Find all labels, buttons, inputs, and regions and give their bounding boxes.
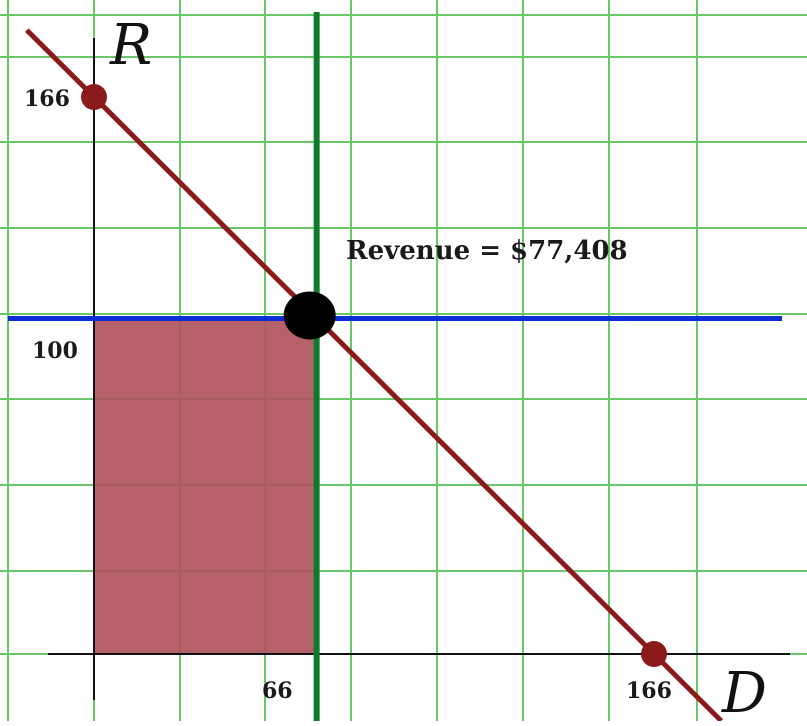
demand-line — [25, 28, 723, 723]
y-tick-100: 100 — [32, 338, 78, 364]
x-axis-label: D — [721, 661, 767, 721]
y-axis-label: R — [109, 13, 152, 78]
x-tick-66: 66 — [262, 678, 293, 704]
y-tick-166: 166 — [24, 86, 70, 112]
equilibrium-point — [283, 291, 336, 340]
x-tick-166: 166 — [626, 678, 672, 704]
y-intercept-point — [81, 84, 107, 110]
revenue-area — [95, 318, 317, 654]
revenue-annotation: Revenue = $77,408 — [346, 236, 628, 266]
x-intercept-point — [641, 641, 667, 667]
